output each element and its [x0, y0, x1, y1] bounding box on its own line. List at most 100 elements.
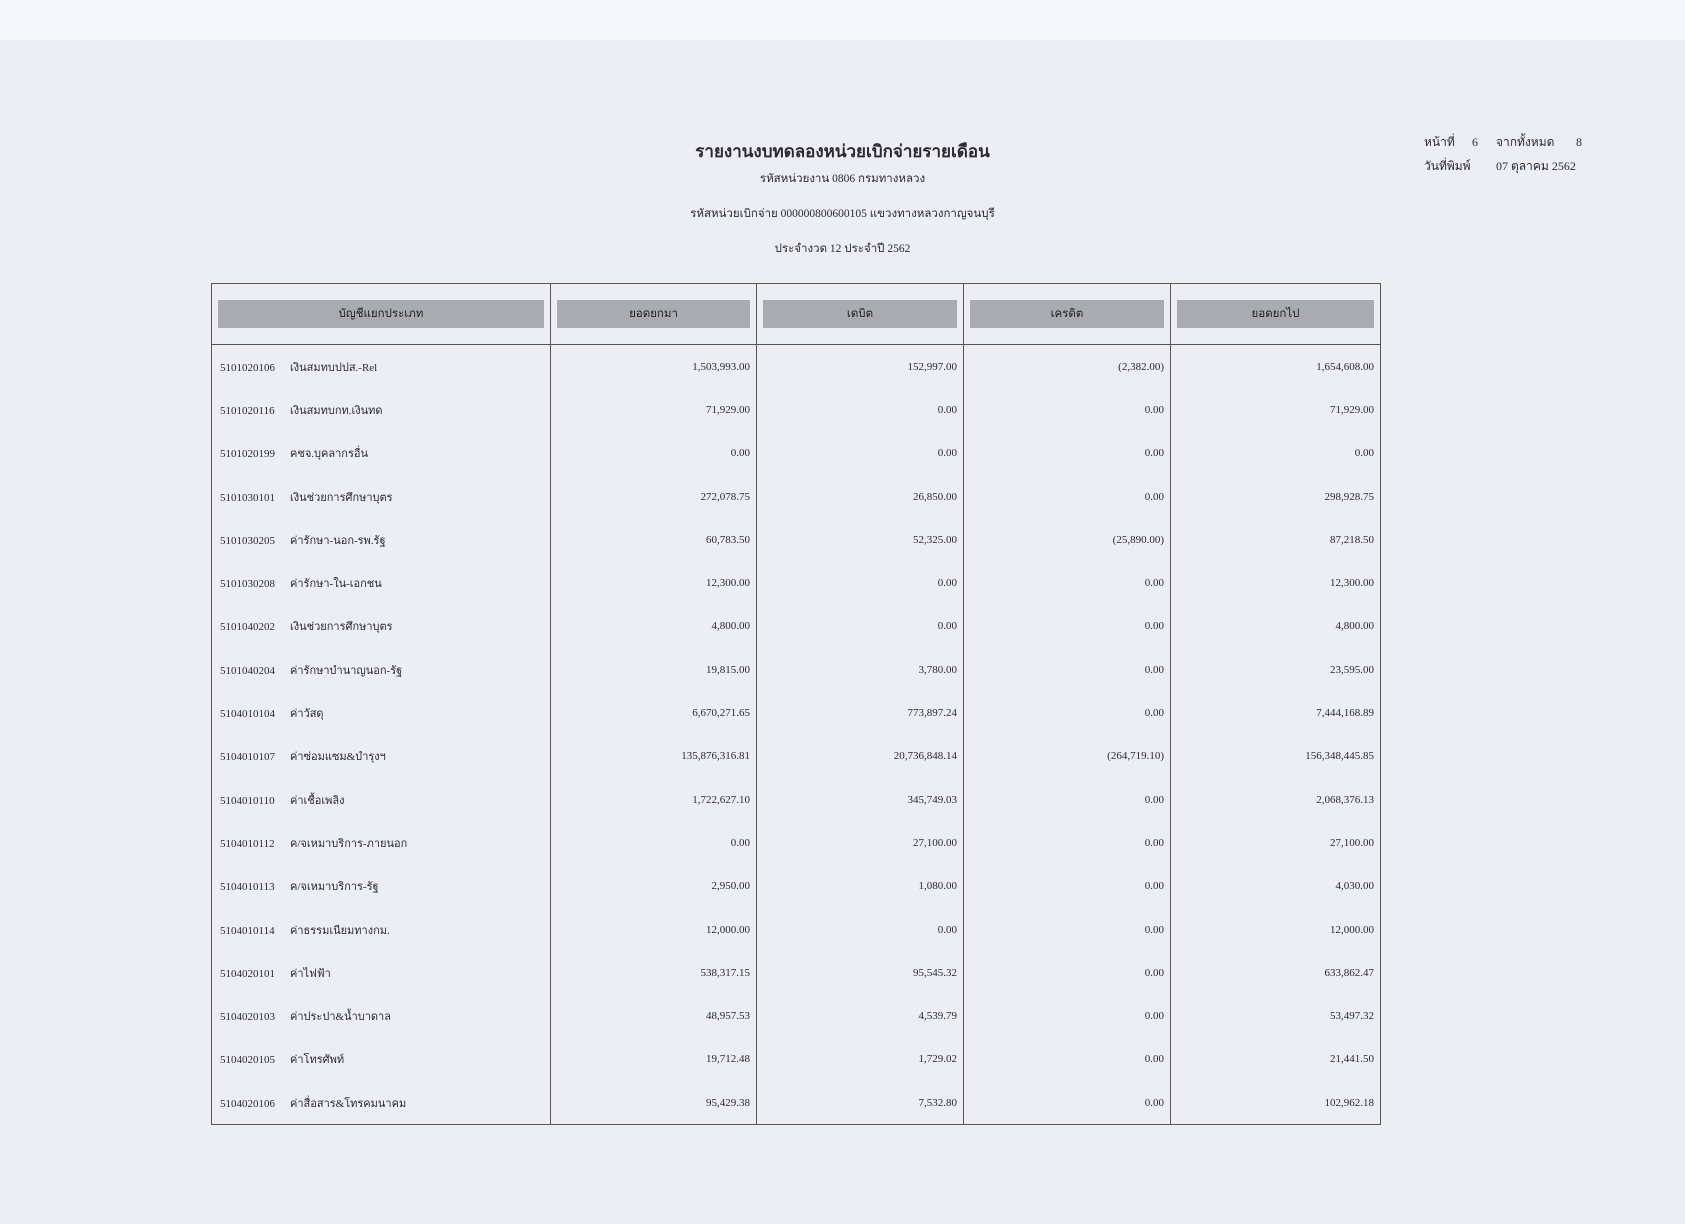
report-period: ประจำงวด 12 ประจำปี 2562 — [774, 243, 911, 255]
carried-forward-cell: 7,444,168.89 — [1170, 691, 1381, 735]
account-name: ค่ารักษา-นอก-รพ.รัฐ — [290, 534, 386, 547]
carried-forward-cell: 1,654,608.00 — [1170, 344, 1381, 389]
debit-cell: 1,729.02 — [756, 1037, 964, 1082]
account-code: 5101040202 — [220, 621, 275, 634]
debit-cell: 0.00 — [756, 604, 964, 649]
account-cell: 5104010107 ค่าซ่อมแซม&บำรุงฯ — [211, 734, 551, 778]
credit-cell: (2,382.00) — [963, 344, 1171, 389]
account-code: 5104010113 — [220, 881, 275, 894]
trial-balance-table: บัญชีแยกประเภท ยอดยกมา เดบิต เครดิต ยอดย… — [211, 283, 1381, 1126]
brought-forward-cell: 95,429.38 — [550, 1081, 757, 1125]
carried-forward-cell: 298,928.75 — [1170, 474, 1381, 519]
credit-cell: 0.00 — [963, 431, 1171, 475]
account-code: 5104010110 — [220, 794, 275, 807]
account-cell: 5101020116 เงินสมทบกท.เงินทด — [211, 388, 551, 432]
table-row: 5104010107 ค่าซ่อมแซม&บำรุงฯ 135,876,316.8… — [211, 734, 1381, 778]
carried-forward-cell: 633,862.47 — [1170, 951, 1381, 995]
credit-cell: 0.00 — [963, 994, 1171, 1038]
column-header-credit: เครดิต — [963, 283, 1171, 345]
account-name: ค่าประปา&น้ำบาดาล — [290, 1011, 391, 1024]
credit-cell: 0.00 — [963, 388, 1171, 432]
credit-cell: 0.00 — [963, 604, 1171, 649]
account-name: เงินสมทบปปส.-Rel — [290, 361, 378, 374]
credit-cell: 0.00 — [963, 691, 1171, 735]
account-cell: 5101040202 เงินช่วยการศึกษาบุตร — [211, 604, 551, 649]
credit-cell: (25,890.00) — [963, 518, 1171, 562]
account-code: 5101030208 — [220, 578, 275, 591]
account-code: 5104020106 — [220, 1097, 275, 1110]
table-row: 5101040202 เงินช่วยการศึกษาบุตร 4,800.00 0.… — [211, 604, 1381, 649]
debit-cell: 20,736,848.14 — [756, 734, 964, 778]
account-name: เงินช่วยการศึกษาบุตร — [290, 491, 393, 504]
brought-forward-cell: 135,876,316.81 — [550, 734, 757, 778]
account-name: ค่าธรรมเนียมทางกม. — [290, 924, 390, 937]
brought-forward-cell: 6,670,271.65 — [550, 691, 757, 735]
report-title: รายงานงบทดลองหน่วยเบิกจ่ายรายเดือน — [695, 142, 990, 161]
account-code: 5101030205 — [220, 534, 275, 547]
table-row: 5101020106 เงินสมทบปปส.-Rel 1,503,993.00 15… — [211, 344, 1381, 389]
table-row: 5104010113 ค/จเหมาบริการ-รัฐ 2,950.00 1,080… — [211, 864, 1381, 908]
column-header-brought-forward: ยอดยกมา — [550, 283, 757, 345]
credit-cell: 0.00 — [963, 1037, 1171, 1082]
column-header-carried-forward: ยอดยกไป — [1170, 283, 1381, 345]
table-row: 5104020101 ค่าไฟฟ้า 538,317.15 95,545.32 0.0… — [211, 951, 1381, 995]
account-code: 5101040204 — [220, 664, 275, 677]
debit-cell: 95,545.32 — [756, 951, 964, 995]
account-code: 5104010104 — [220, 708, 275, 721]
page-number: 6 — [1472, 135, 1478, 149]
table-row: 5104020105 ค่าโทรศัพท์ 19,712.48 1,729.02 0.… — [211, 1037, 1381, 1082]
table-row: 5101030101 เงินช่วยการศึกษาบุตร 272,078.75… — [211, 474, 1381, 519]
brought-forward-cell: 19,712.48 — [550, 1037, 757, 1082]
table-row: 5104010114 ค่าธรรมเนียมทางกม. 12,000.00 0.0… — [211, 907, 1381, 952]
credit-cell: 0.00 — [963, 777, 1171, 822]
brought-forward-cell: 0.00 — [550, 431, 757, 475]
account-cell: 5104010113 ค/จเหมาบริการ-รัฐ — [211, 864, 551, 908]
account-name: เงินสมทบกท.เงินทด — [290, 404, 383, 417]
carried-forward-cell: 21,441.50 — [1170, 1037, 1381, 1082]
carried-forward-cell: 27,100.00 — [1170, 821, 1381, 865]
carried-forward-cell: 87,218.50 — [1170, 518, 1381, 562]
account-cell: 5104010112 ค/จเหมาบริการ-ภายนอก — [211, 821, 551, 865]
table-row: 5104010104 ค่าวัสดุ 6,670,271.65 773,897.24… — [211, 691, 1381, 735]
account-cell: 5101020199 คชจ.บุคลากรอื่น — [211, 431, 551, 475]
account-name: ค่าเชื้อเพลิง — [290, 794, 345, 807]
table-row: 5101030205 ค่ารักษา-นอก-รพ.รัฐ 60,783.50 52… — [211, 518, 1381, 562]
carried-forward-cell: 156,348,445.85 — [1170, 734, 1381, 778]
disbursing-unit: รหัสหน่วยเบิกจ่าย 000000800600105 แขวงทา… — [690, 208, 995, 220]
account-code: 5104010114 — [220, 924, 275, 937]
carried-forward-cell: 12,300.00 — [1170, 561, 1381, 605]
brought-forward-cell: 19,815.00 — [550, 648, 757, 692]
account-name: ค่าซ่อมแซม&บำรุงฯ — [290, 751, 386, 764]
debit-cell: 0.00 — [756, 431, 964, 475]
table-row: 5104010110 ค่าเชื้อเพลิง 1,722,627.10 345,7… — [211, 777, 1381, 822]
account-cell: 5101030101 เงินช่วยการศึกษาบุตร — [211, 474, 551, 519]
account-cell: 5101040204 ค่ารักษาบำนาญนอก-รัฐ — [211, 648, 551, 692]
brought-forward-cell: 1,722,627.10 — [550, 777, 757, 822]
total-pages: 8 — [1576, 135, 1582, 149]
brought-forward-cell: 12,300.00 — [550, 561, 757, 605]
account-name: ค่าโทรศัพท์ — [290, 1054, 345, 1067]
account-name: ค่าไฟฟ้า — [290, 967, 331, 980]
account-cell: 5104020106 ค่าสื่อสาร&โทรคมนาคม — [211, 1081, 551, 1125]
brought-forward-cell: 71,929.00 — [550, 388, 757, 432]
table-header-row: บัญชีแยกประเภท ยอดยกมา เดบิต เครดิต ยอดย… — [211, 283, 1381, 345]
table-row: 5101020116 เงินสมทบกท.เงินทด 71,929.00 0.00… — [211, 388, 1381, 432]
debit-cell: 152,997.00 — [756, 344, 964, 389]
debit-cell: 26,850.00 — [756, 474, 964, 519]
credit-cell: 0.00 — [963, 951, 1171, 995]
account-cell: 5104020105 ค่าโทรศัพท์ — [211, 1037, 551, 1082]
table-row: 5101030208 ค่ารักษา-ใน-เอกชน 12,300.00 0.00… — [211, 561, 1381, 605]
carried-forward-cell: 12,000.00 — [1170, 907, 1381, 952]
table-row: 5104020103 ค่าประปา&น้ำบาดาล 48,957.53 4,53… — [211, 994, 1381, 1038]
debit-cell: 27,100.00 — [756, 821, 964, 865]
account-cell: 5104020101 ค่าไฟฟ้า — [211, 951, 551, 995]
brought-forward-cell: 60,783.50 — [550, 518, 757, 562]
account-name: เงินช่วยการศึกษาบุตร — [290, 621, 393, 634]
account-cell: 5101020106 เงินสมทบปปส.-Rel — [211, 344, 551, 389]
page-label: หน้าที่ — [1424, 135, 1455, 149]
carried-forward-cell: 0.00 — [1170, 431, 1381, 475]
account-cell: 5104020103 ค่าประปา&น้ำบาดาล — [211, 994, 551, 1038]
table-row: 5104010112 ค/จเหมาบริการ-ภายนอก 0.00 27,100… — [211, 821, 1381, 865]
carried-forward-cell: 102,962.18 — [1170, 1081, 1381, 1125]
account-code: 5104010107 — [220, 751, 275, 764]
